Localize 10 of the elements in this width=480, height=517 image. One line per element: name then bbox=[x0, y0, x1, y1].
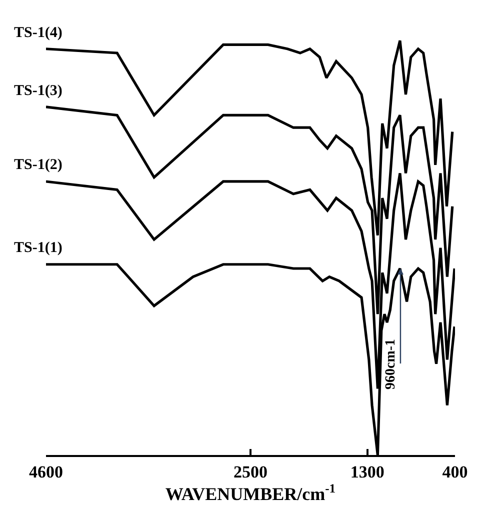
x-tick-label: 2500 bbox=[234, 462, 268, 482]
annotation: 960cm-1 bbox=[383, 338, 398, 390]
x-axis-title: WAVENUMBER/cm$^{-1}$ bbox=[165, 481, 336, 504]
series-label: TS-1(2) bbox=[14, 157, 62, 173]
series-label: TS-1(1) bbox=[14, 240, 62, 256]
x-tick-label: 1300 bbox=[350, 462, 384, 482]
series-label: TS-1(4) bbox=[14, 25, 62, 41]
x-tick-label: 400 bbox=[442, 462, 468, 482]
x-tick-label: 4600 bbox=[29, 462, 63, 482]
series-label: TS-1(3) bbox=[14, 83, 62, 99]
